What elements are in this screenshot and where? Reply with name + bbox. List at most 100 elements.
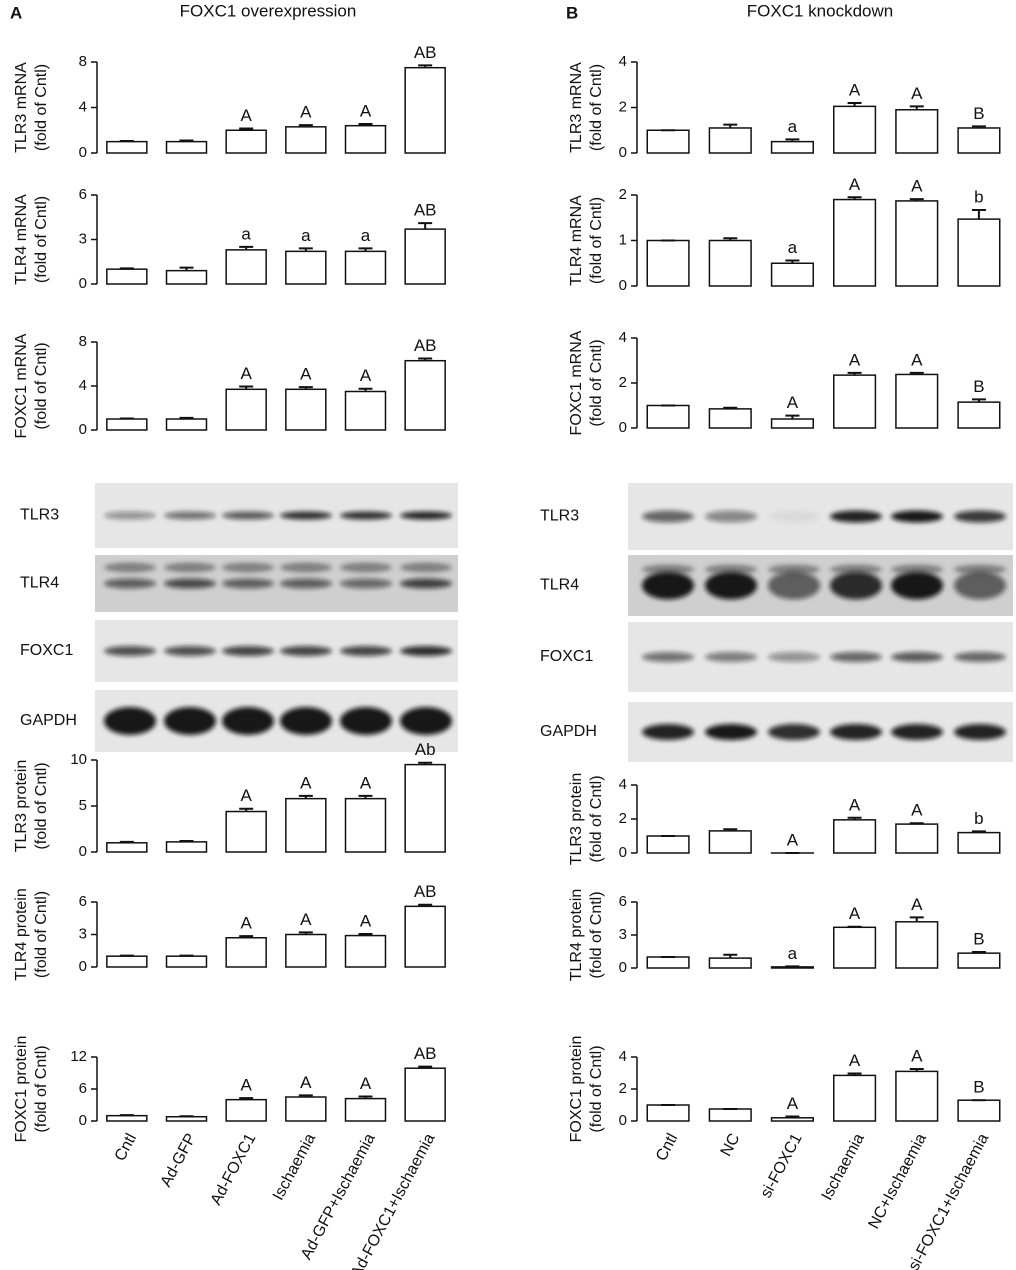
blot-band <box>954 564 1006 575</box>
blot-band <box>104 646 156 656</box>
error-bar <box>179 416 194 419</box>
blot-label: FOXC1 <box>20 642 73 659</box>
bar <box>344 250 387 285</box>
error-bar <box>239 807 254 812</box>
y-axis-label: TLR4 protein <box>568 889 585 982</box>
error-bar <box>358 387 373 392</box>
bar <box>344 124 387 154</box>
blot-band <box>340 707 392 735</box>
x-tick-label: Cntl <box>112 1131 140 1164</box>
bar <box>404 228 446 285</box>
significance-letter: A <box>911 895 923 914</box>
blot-band <box>164 707 216 735</box>
y-tick-label: 0 <box>619 419 627 436</box>
y-tick-label: 0 <box>79 275 87 292</box>
error-bar <box>971 209 986 220</box>
blot-band <box>891 571 943 600</box>
error-bar <box>723 406 738 409</box>
bar <box>895 109 939 154</box>
bar <box>957 1099 1001 1122</box>
y-axis-label: FOXC1 protein <box>568 1036 585 1143</box>
y-axis-label: TLR4 mRNA <box>568 195 585 286</box>
y-tick-label: 4 <box>79 98 87 115</box>
bar <box>646 404 690 429</box>
y-tick-label: 4 <box>619 776 627 793</box>
significance-letter: A <box>300 103 312 122</box>
bar <box>770 262 814 287</box>
blot-band <box>830 652 882 662</box>
significance-letter: AB <box>414 336 437 355</box>
blot-band <box>340 578 392 589</box>
bar <box>646 239 690 287</box>
bar <box>285 933 327 968</box>
significance-letter: A <box>360 1074 372 1093</box>
error-bar <box>179 954 194 957</box>
significance-letter: A <box>300 365 312 384</box>
error-bar <box>418 761 433 765</box>
error-bar <box>298 247 313 252</box>
bar <box>225 249 267 285</box>
bar <box>165 140 208 154</box>
blot-band <box>222 578 274 589</box>
bar <box>833 1074 877 1122</box>
significance-letter: a <box>241 224 251 243</box>
significance-letter: A <box>360 773 372 792</box>
significance-letter: A <box>300 773 312 792</box>
bar <box>106 1114 148 1122</box>
blot-band <box>280 707 332 735</box>
significance-letter: A <box>849 795 861 814</box>
significance-letter: A <box>849 1051 861 1070</box>
bar <box>344 934 387 968</box>
y-axis-label: (fold of Cntl) <box>33 762 50 849</box>
error-bar <box>785 138 800 142</box>
y-tick-label: 2 <box>619 186 627 203</box>
panel-title: FOXC1 overexpression <box>180 1 357 20</box>
significance-letter: A <box>360 101 372 120</box>
blot-band <box>280 562 332 573</box>
blot-band <box>768 564 820 575</box>
error-bar <box>847 1072 862 1076</box>
bar <box>225 388 267 431</box>
y-axis-label: (fold of Cntl) <box>588 891 605 978</box>
error-bar <box>179 839 194 842</box>
y-tick-label: 3 <box>619 926 627 943</box>
significance-letter: B <box>973 104 984 123</box>
significance-letter: a <box>788 238 798 257</box>
blot-label: TLR3 <box>20 507 59 524</box>
blot-band <box>642 510 694 523</box>
error-bar <box>119 1114 134 1117</box>
blot-band <box>164 562 216 573</box>
error-bar <box>358 1095 373 1099</box>
error-bar <box>179 266 194 271</box>
y-tick-label: 6 <box>79 893 87 910</box>
blot-band <box>104 511 156 520</box>
y-tick-label: 2 <box>619 810 627 827</box>
blot-band <box>164 646 216 656</box>
significance-letter: B <box>973 377 984 396</box>
blot-band <box>642 564 694 575</box>
bar <box>646 956 690 969</box>
blot-band <box>222 562 274 573</box>
significance-letter: a <box>361 226 371 245</box>
blot-band <box>280 511 332 520</box>
significance-letter: a <box>788 944 798 963</box>
y-tick-label: 6 <box>79 1080 87 1097</box>
error-bar <box>723 828 738 831</box>
bar <box>833 926 877 969</box>
bar <box>770 140 814 154</box>
blot-band <box>104 562 156 573</box>
error-bar <box>358 122 373 126</box>
y-tick-label: 10 <box>70 751 87 768</box>
significance-letter: B <box>973 930 984 949</box>
bar <box>285 250 327 285</box>
y-tick-label: 4 <box>619 53 627 70</box>
error-bar <box>239 245 254 250</box>
significance-letter: A <box>849 350 861 369</box>
bar <box>106 842 148 853</box>
panel-label: B <box>566 3 578 22</box>
bar <box>225 937 267 968</box>
significance-letter: B <box>973 1078 984 1097</box>
bar <box>404 66 446 154</box>
bar <box>225 129 267 154</box>
